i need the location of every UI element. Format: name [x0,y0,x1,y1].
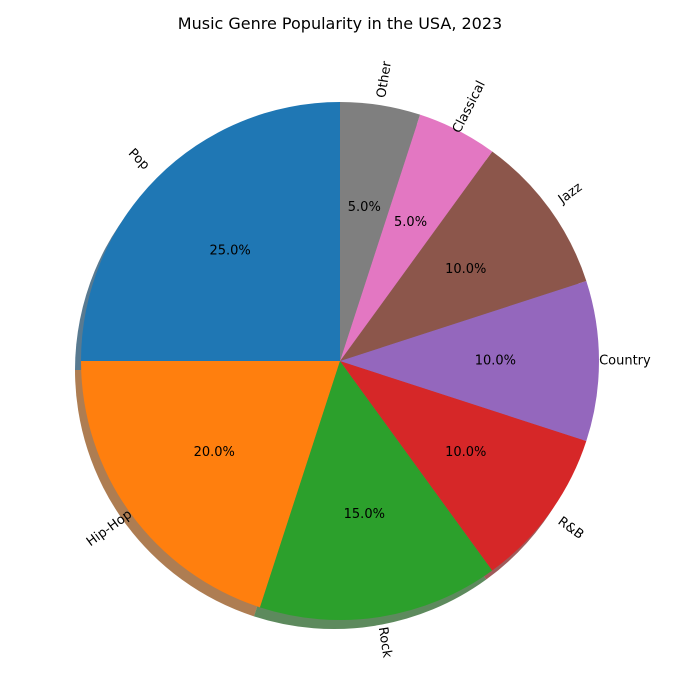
slice-rock [259,361,493,621]
percent-rock: 15.0% [344,507,385,522]
percent-pop: 25.0% [209,244,250,259]
slice-classical [340,114,493,362]
percent-other: 5.0% [348,200,381,215]
label-country: Country [599,354,651,369]
label-randb: R&B [555,514,587,543]
label-other: Other [374,60,395,99]
percent-labels: 25.0% 20.0% 15.0% 10.0% 10.0% 10.0% 5.0% 5.0% [194,200,516,522]
percent-country: 10.0% [475,354,516,369]
slice-pop [81,102,340,361]
percent-hip-hop: 20.0% [194,445,235,460]
percent-randb: 10.0% [445,445,486,460]
slice-randb [340,361,587,571]
slice-jazz [340,151,587,361]
chart-title: Music Genre Popularity in the USA, 2023 [178,14,502,33]
slice-hip-hop [81,361,340,608]
percent-classical: 5.0% [394,215,427,230]
label-hip-hop: Hip-Hop [84,507,135,550]
label-rock: Rock [375,626,395,660]
label-jazz: Jazz [555,180,585,208]
slice-other [340,102,421,361]
label-classical: Classical [450,79,489,136]
label-pop: Pop [125,146,152,173]
pie-slices [81,102,599,621]
slice-country [340,280,599,442]
percent-jazz: 10.0% [445,262,486,277]
